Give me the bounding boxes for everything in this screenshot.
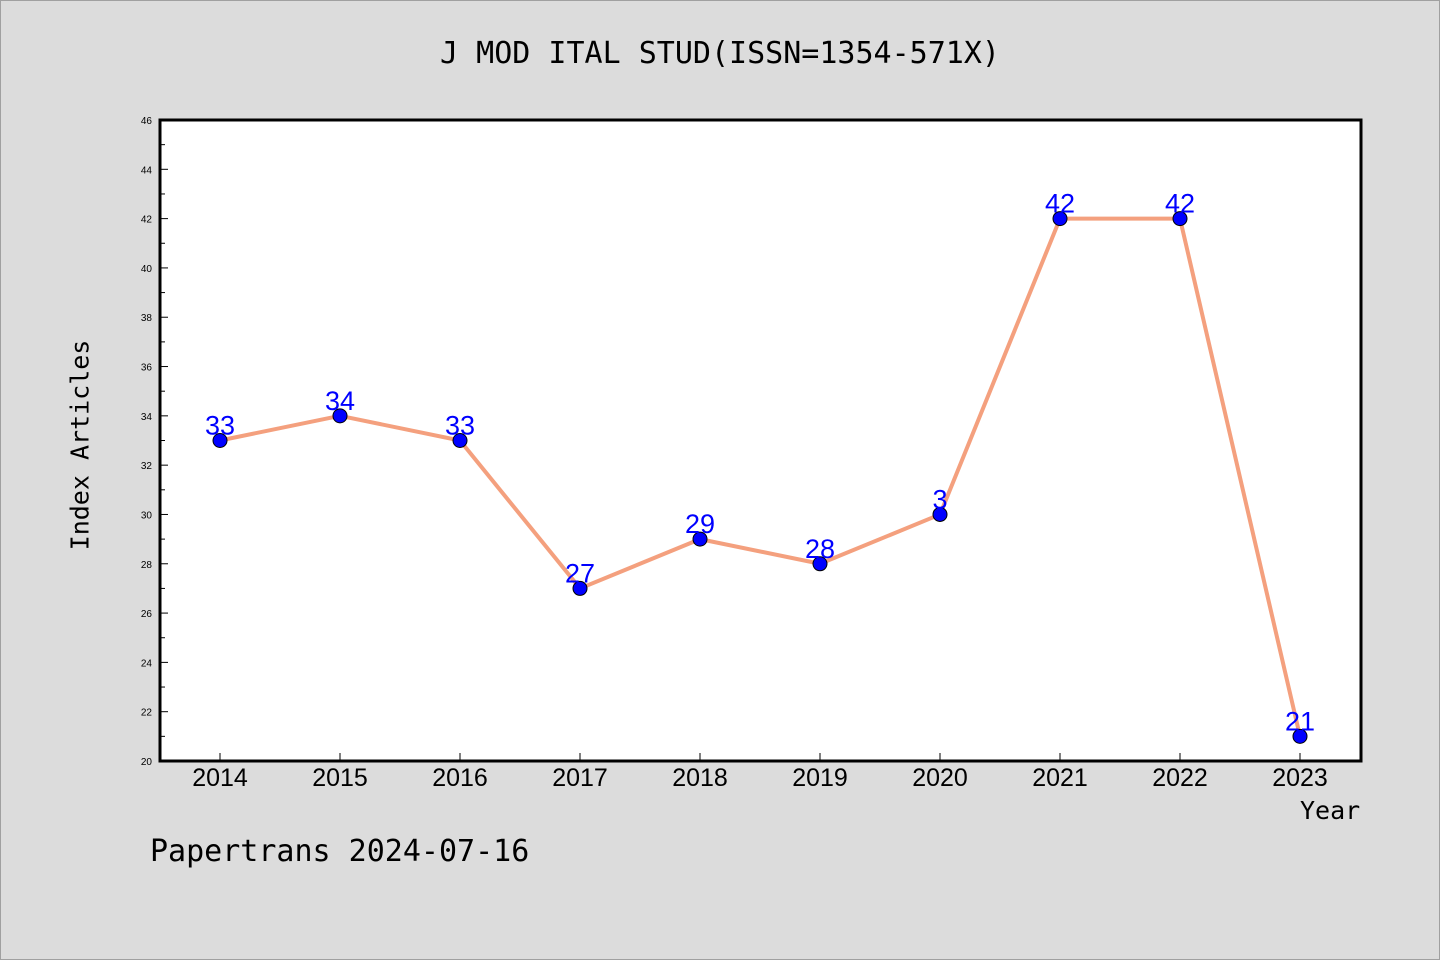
data-point	[1292, 728, 1308, 744]
data-label: 27	[565, 558, 595, 588]
x-axis-ticks: 2014 2015 2016 2017 2018 2019 2020 2021 2022 2023	[192, 753, 1328, 792]
y-tick-label: 22	[141, 708, 153, 719]
x-tick-label: 2017	[552, 764, 608, 792]
x-tick-label: 2021	[1032, 764, 1088, 792]
data-point	[212, 433, 228, 448]
x-tick-label: 2023	[1272, 764, 1328, 792]
y-tick-label: 30	[141, 510, 153, 521]
data-label: 42	[1045, 189, 1075, 219]
y-tick-label: 24	[141, 658, 153, 669]
y-tick-label: 40	[141, 264, 153, 275]
data-labels: 33 34 33 27 29 28 3 42 42 21	[205, 189, 1315, 737]
data-point	[332, 408, 348, 424]
y-tick-label: 46	[141, 116, 153, 127]
data-label: 33	[445, 411, 475, 441]
data-label: 21	[1285, 706, 1315, 736]
x-tick-label: 2022	[1152, 764, 1208, 792]
data-point	[572, 580, 588, 596]
x-axis-label: Year	[1300, 796, 1361, 825]
data-label: 28	[805, 534, 835, 564]
y-tick-label: 20	[141, 757, 153, 768]
y-tick-label: 32	[141, 461, 153, 472]
y-axis-ticks: 20 22 24 26 28 30 32 34 36 38 40 42 44 46	[141, 116, 168, 768]
data-label: 3	[932, 484, 947, 514]
y-tick-label: 38	[141, 313, 153, 324]
data-label: 29	[685, 509, 715, 539]
y-tick-label: 44	[141, 165, 153, 176]
x-tick-label: 2018	[672, 764, 728, 792]
y-tick-label: 28	[141, 560, 153, 571]
y-tick-label: 42	[141, 215, 153, 226]
y-tick-label: 34	[141, 412, 153, 423]
data-point	[812, 556, 828, 572]
data-point	[1172, 211, 1188, 227]
chart-title: J MOD ITAL STUD(ISSN=1354-571X)	[440, 36, 1000, 71]
data-point	[1052, 211, 1068, 227]
footer-credit: Papertrans 2024-07-16	[150, 834, 530, 869]
x-tick-label: 2019	[792, 764, 848, 792]
y-tick-label: 36	[141, 363, 153, 374]
x-tick-label: 2014	[192, 764, 248, 792]
series-markers	[212, 211, 1308, 744]
data-label: 42	[1165, 189, 1195, 219]
data-point	[932, 506, 948, 522]
x-tick-label: 2020	[912, 764, 968, 792]
y-tick-label: 26	[141, 609, 153, 620]
data-label: 33	[205, 411, 235, 441]
x-tick-label: 2015	[312, 764, 368, 792]
series-line	[219, 216, 1302, 737]
plot-background	[158, 118, 1363, 763]
data-point	[692, 531, 708, 547]
x-tick-label: 2016	[432, 764, 488, 792]
data-point	[452, 433, 468, 448]
data-label: 34	[325, 386, 355, 416]
